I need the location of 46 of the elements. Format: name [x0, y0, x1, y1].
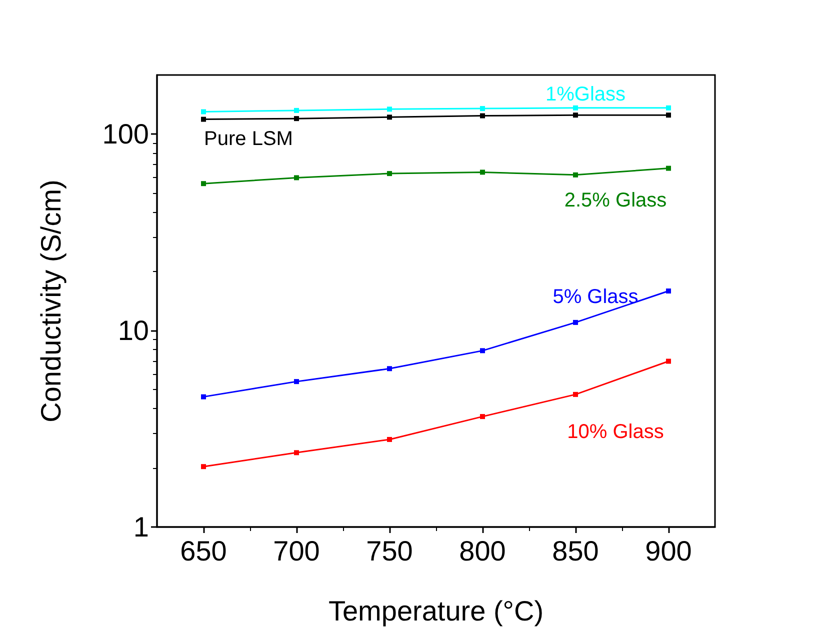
point: [201, 464, 206, 470]
series-label: Pure LSM: [204, 128, 293, 150]
point: [294, 116, 299, 122]
point: [666, 112, 671, 118]
point: [573, 172, 578, 178]
point: [666, 288, 671, 294]
point: [387, 114, 392, 120]
point: [387, 436, 392, 442]
point: [480, 106, 485, 112]
point: [573, 112, 578, 118]
series-label: 2.5% Glass: [564, 189, 667, 212]
x-tick-label: 750: [366, 536, 413, 566]
x-axis-title: Temperature (°C): [328, 596, 544, 626]
point: [294, 175, 299, 180]
point: [480, 113, 485, 118]
point: [387, 366, 392, 372]
point: [201, 181, 206, 186]
point: [666, 166, 671, 171]
point: [201, 109, 206, 114]
y-tick-label: 100: [102, 118, 149, 150]
point: [480, 170, 485, 175]
x-tick-label: 850: [552, 536, 599, 566]
point: [480, 348, 485, 354]
point: [294, 108, 299, 113]
point: [294, 450, 299, 456]
x-tick-label: 900: [645, 536, 692, 566]
point: [387, 171, 392, 176]
point: [480, 414, 485, 420]
point: [573, 392, 578, 397]
point: [294, 379, 299, 384]
x-tick-label: 650: [180, 536, 227, 566]
point: [666, 358, 671, 364]
series-label: 10% Glass: [567, 420, 664, 443]
y-axis-title: Conductivity (S/cm): [36, 180, 66, 422]
point: [573, 105, 578, 110]
x-tick-label: 700: [273, 536, 320, 566]
y-tick-label: 10: [118, 315, 149, 346]
series-label: 5% Glass: [552, 286, 638, 308]
point: [201, 394, 206, 400]
point: [666, 105, 671, 110]
point: [573, 320, 578, 325]
series-label: 1%Glass: [545, 83, 626, 106]
y-tick-label: 1: [133, 512, 149, 542]
point: [387, 106, 392, 112]
x-tick-label: 800: [459, 536, 506, 566]
point: [201, 116, 206, 122]
